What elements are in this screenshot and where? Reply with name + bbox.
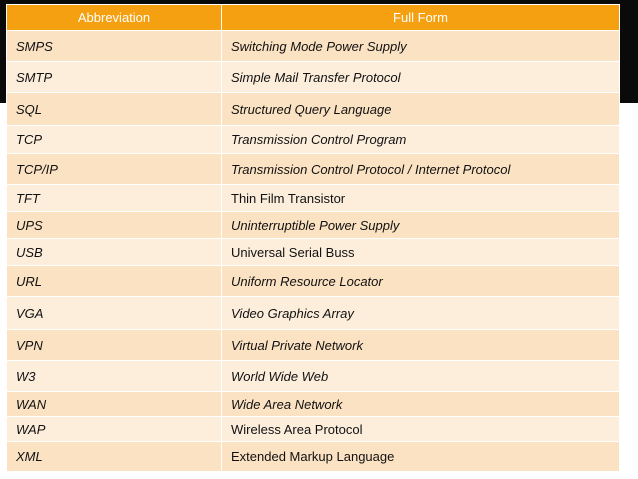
full-form-cell: Structured Query Language — [221, 92, 620, 126]
full-form-cell: Thin Film Transistor — [221, 184, 620, 212]
abbr-cell: SQL — [6, 92, 222, 126]
table-row: VGA Video Graphics Array — [6, 296, 620, 330]
table-row: UPS Uninterruptible Power Supply — [6, 211, 620, 239]
abbreviation-table: Abbreviation Full Form SMPS Switching Mo… — [6, 4, 620, 472]
full-form-cell: Video Graphics Array — [221, 296, 620, 330]
table-row: SMTP Simple Mail Transfer Protocol — [6, 61, 620, 93]
abbr-cell: VPN — [6, 329, 222, 361]
header-full-form: Full Form — [221, 4, 620, 31]
table-row: SQL Structured Query Language — [6, 92, 620, 126]
abbr-cell: VGA — [6, 296, 222, 330]
table-row: TCP/IP Transmission Control Protocol / I… — [6, 153, 620, 185]
full-form-cell: Uninterruptible Power Supply — [221, 211, 620, 239]
abbr-cell: SMPS — [6, 30, 222, 62]
abbr-cell: URL — [6, 265, 222, 297]
table-row: XML Extended Markup Language — [6, 441, 620, 472]
abbr-cell: WAN — [6, 391, 222, 417]
full-form-cell: Simple Mail Transfer Protocol — [221, 61, 620, 93]
abbr-cell: TCP — [6, 125, 222, 154]
full-form-cell: Universal Serial Buss — [221, 238, 620, 266]
table-row: WAN Wide Area Network — [6, 391, 620, 417]
full-form-cell: Wireless Area Protocol — [221, 416, 620, 442]
full-form-cell: Uniform Resource Locator — [221, 265, 620, 297]
table-row: VPN Virtual Private Network — [6, 329, 620, 361]
table-row: USB Universal Serial Buss — [6, 238, 620, 266]
header-abbreviation: Abbreviation — [6, 4, 222, 31]
full-form-cell: Transmission Control Protocol / Internet… — [221, 153, 620, 185]
table-row: TFT Thin Film Transistor — [6, 184, 620, 212]
abbr-cell: WAP — [6, 416, 222, 442]
abbr-cell: UPS — [6, 211, 222, 239]
abbr-cell: W3 — [6, 360, 222, 392]
table-row: WAP Wireless Area Protocol — [6, 416, 620, 442]
table-row: SMPS Switching Mode Power Supply — [6, 30, 620, 62]
table-row: URL Uniform Resource Locator — [6, 265, 620, 297]
table-row: W3 World Wide Web — [6, 360, 620, 392]
full-form-cell: World Wide Web — [221, 360, 620, 392]
abbr-cell: TFT — [6, 184, 222, 212]
abbr-cell: XML — [6, 441, 222, 472]
full-form-cell: Transmission Control Program — [221, 125, 620, 154]
full-form-cell: Virtual Private Network — [221, 329, 620, 361]
full-form-cell: Extended Markup Language — [221, 441, 620, 472]
abbr-cell: TCP/IP — [6, 153, 222, 185]
abbr-cell: USB — [6, 238, 222, 266]
table-header-row: Abbreviation Full Form — [6, 4, 620, 31]
full-form-cell: Wide Area Network — [221, 391, 620, 417]
table-row: TCP Transmission Control Program — [6, 125, 620, 154]
abbr-cell: SMTP — [6, 61, 222, 93]
full-form-cell: Switching Mode Power Supply — [221, 30, 620, 62]
